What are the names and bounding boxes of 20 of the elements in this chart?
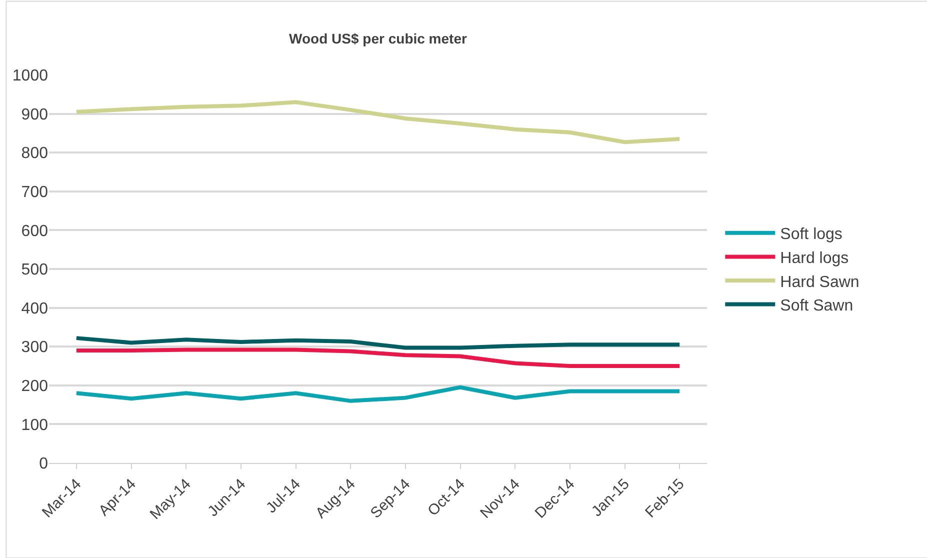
y-tick-label: 400 [21, 300, 48, 318]
y-tick-label: 700 [21, 184, 48, 201]
y-tick-label: 500 [21, 262, 48, 279]
y-tick-label: 600 [21, 222, 48, 240]
legend-label: Soft Sawn [780, 298, 854, 315]
line-series [74, 385, 682, 403]
line-series [74, 100, 682, 144]
line-series [74, 348, 682, 368]
y-tick-label: 0 [39, 456, 48, 473]
y-tick-label: 100 [21, 416, 48, 434]
y-tick-label: 1000 [12, 68, 48, 85]
y-tick-label: 800 [21, 145, 48, 162]
y-tick-label: 900 [21, 106, 48, 124]
y-tick-label: 200 [21, 378, 48, 395]
chart-title: Wood US$ per cubic meter [289, 30, 468, 46]
legend-label: Hard Sawn [780, 274, 860, 291]
y-tick-label: 300 [21, 339, 48, 356]
legend-label: Soft logs [780, 226, 842, 244]
legend-label: Hard logs [780, 250, 849, 267]
line-series [74, 336, 682, 350]
